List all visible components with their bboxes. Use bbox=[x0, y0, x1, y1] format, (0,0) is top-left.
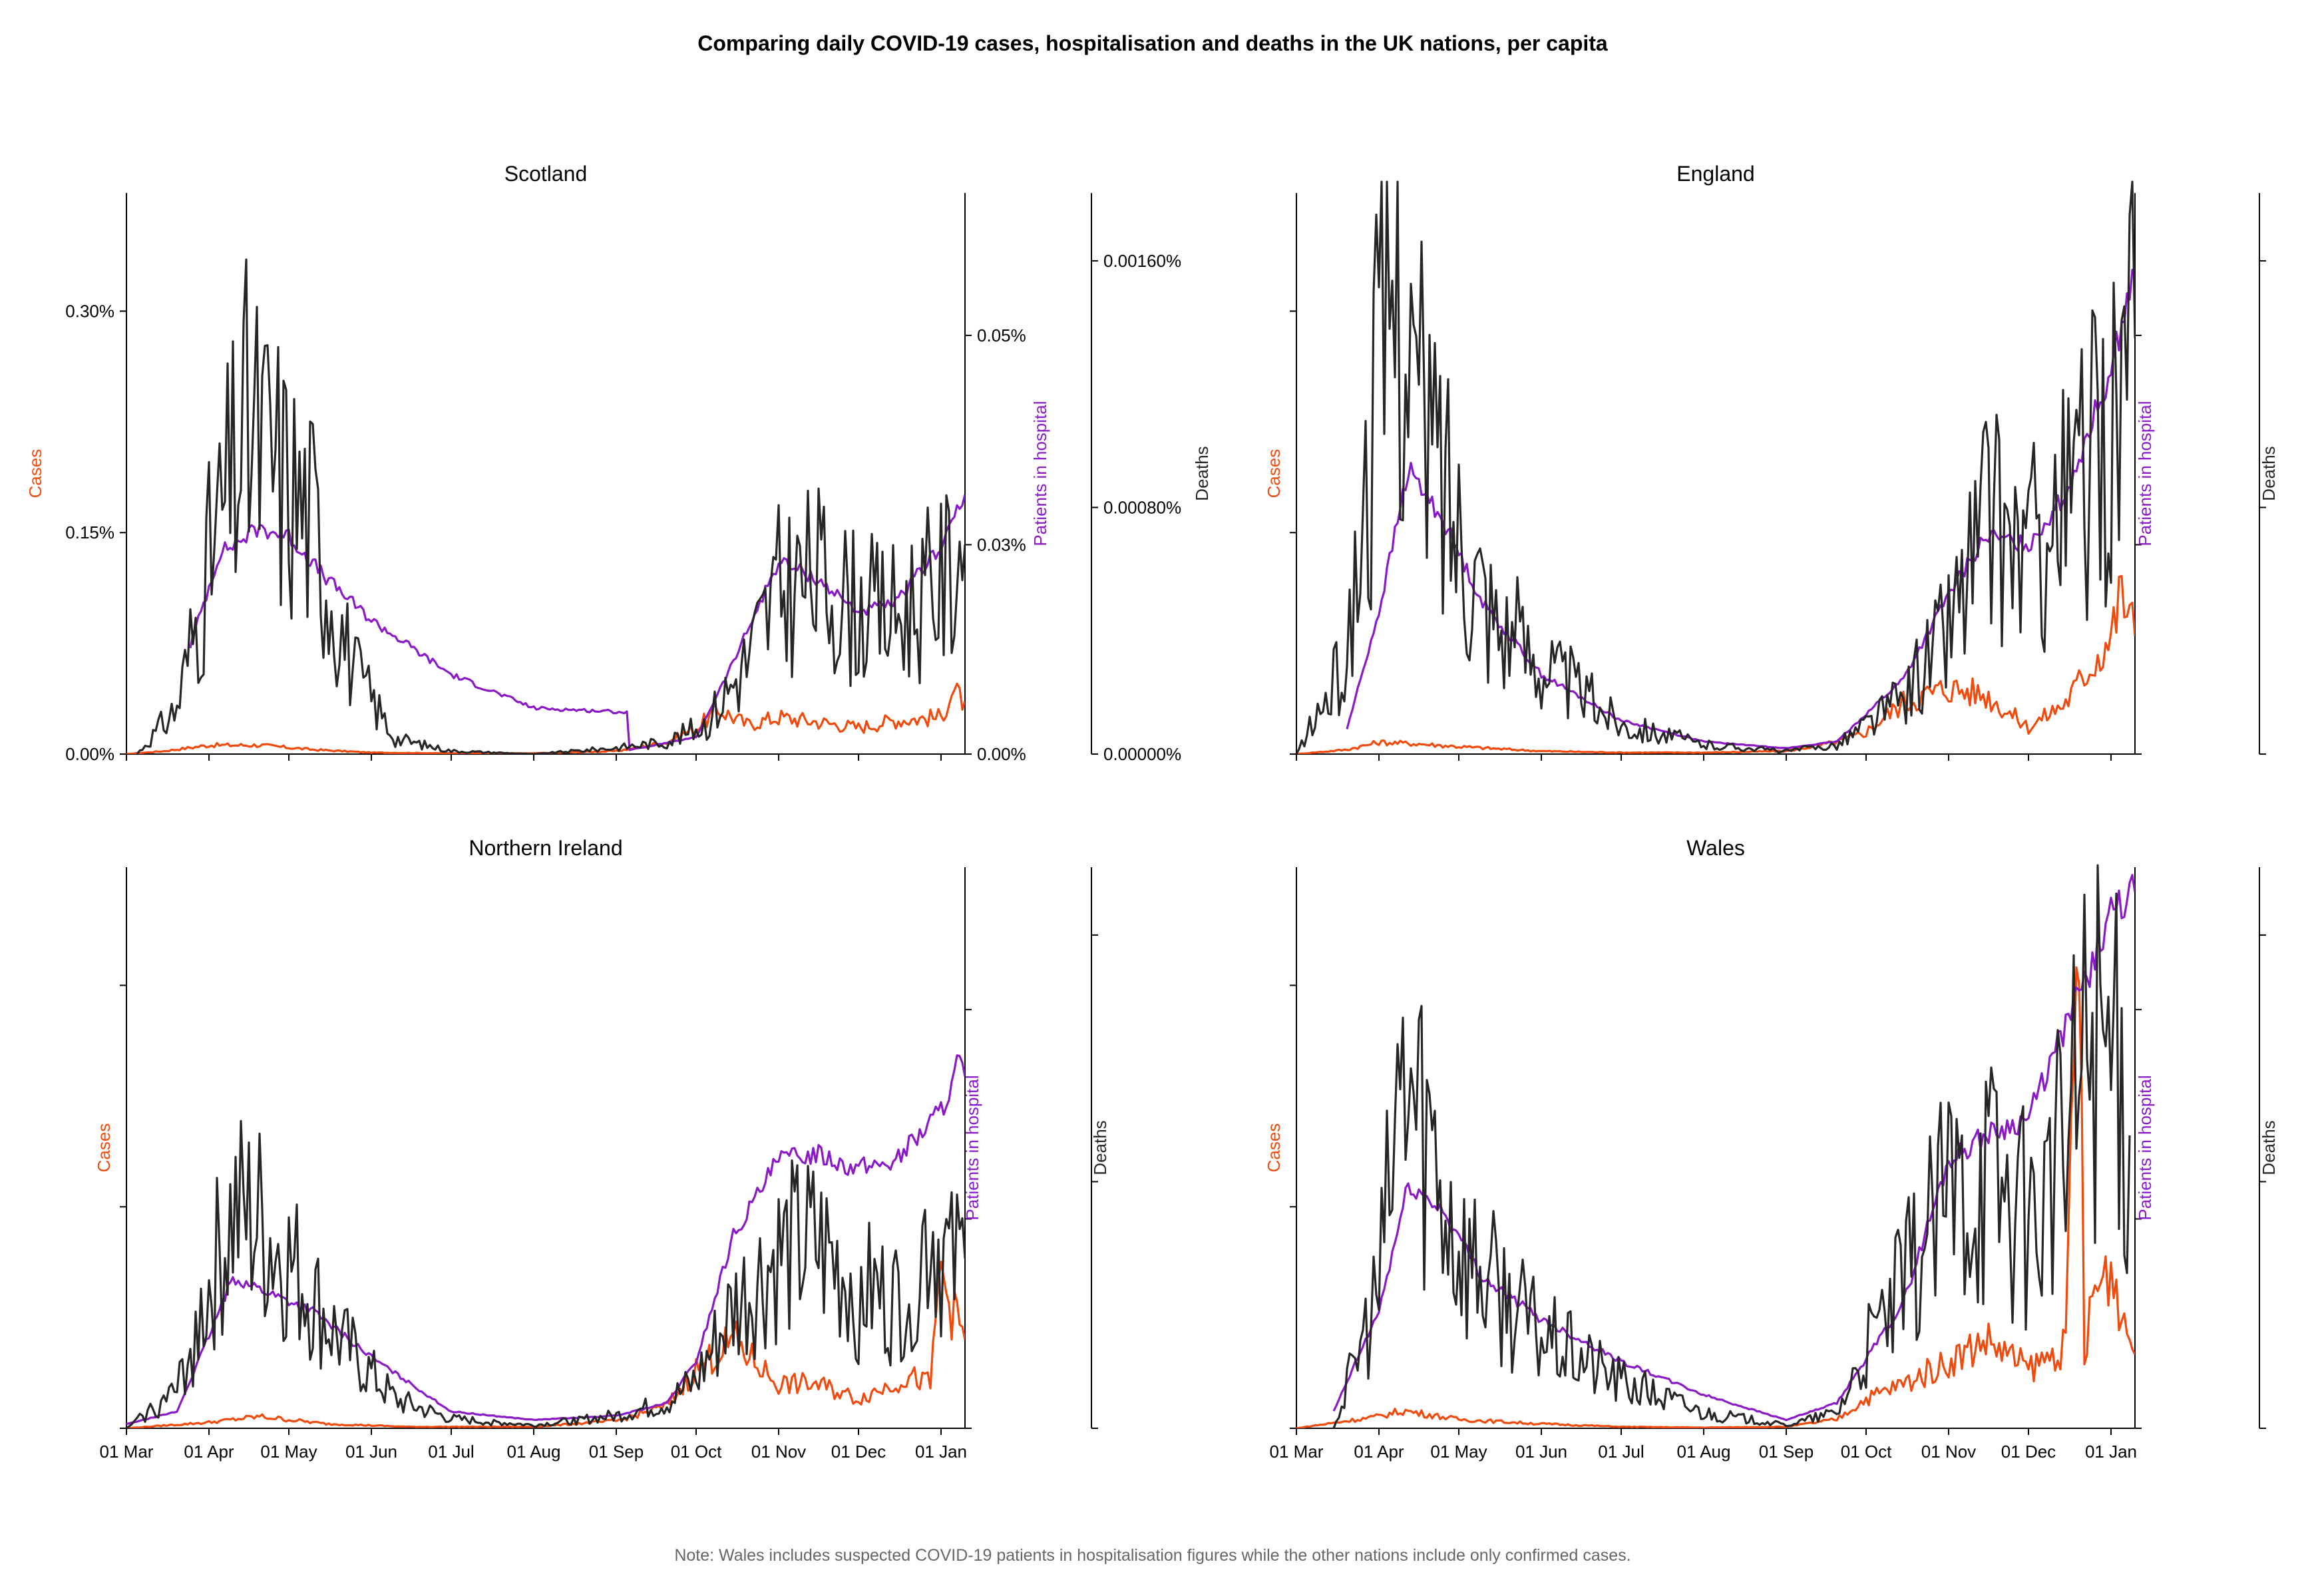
panel-title: Northern Ireland bbox=[469, 836, 622, 860]
figure-title: Comparing daily COVID-19 cases, hospital… bbox=[697, 31, 1608, 55]
left-tick-label: 0.30% bbox=[65, 301, 114, 321]
series-line-cases bbox=[1296, 966, 2135, 1428]
series-line-cases bbox=[126, 682, 965, 754]
cases-axis-label: Cases bbox=[94, 1123, 114, 1173]
deaths-axis-label: Deaths bbox=[1090, 1120, 1110, 1175]
deaths-axis-label: Deaths bbox=[2259, 446, 2279, 500]
x-tick-label: 01 May bbox=[1430, 1442, 1487, 1462]
footnote: Note: Wales includes suspected COVID-19 … bbox=[674, 1546, 1631, 1565]
panels: Scotland 0.00% 0.15% 0.30% 0.00% 0.03% 0.05% 0.… bbox=[25, 162, 2279, 1462]
x-tick-label: 01 May bbox=[260, 1442, 317, 1462]
x-tick-label: 01 Oct bbox=[671, 1442, 722, 1462]
x-tick-label: 01 Nov bbox=[1921, 1442, 1976, 1462]
left-tick-label: 0.15% bbox=[65, 522, 114, 542]
series-line-patients-in-hospital bbox=[126, 1054, 965, 1426]
x-tick-label: 01 Jan bbox=[2085, 1442, 2137, 1462]
right-tick-label: 0.05% bbox=[977, 325, 1026, 345]
deaths-axis-label: Deaths bbox=[2259, 1120, 2279, 1175]
series-line-cases bbox=[1296, 574, 2135, 754]
deaths-axis-label: Deaths bbox=[1192, 446, 1212, 500]
x-tick-label: 01 Jun bbox=[345, 1442, 397, 1462]
series-line-patients-in-hospital bbox=[1332, 874, 2135, 1422]
x-tick-label: 01 Dec bbox=[831, 1442, 886, 1462]
x-tick-label: 01 Apr bbox=[184, 1442, 234, 1462]
x-tick-label: 01 Jan bbox=[915, 1442, 967, 1462]
x-tick-label: 01 Aug bbox=[507, 1442, 561, 1462]
hospital-axis-label: Patients in hospital bbox=[962, 1075, 982, 1220]
far-tick-label: 0.00160% bbox=[1103, 251, 1181, 271]
series-line-deaths bbox=[1296, 180, 2135, 754]
far-tick-label: 0.00080% bbox=[1103, 497, 1181, 517]
panel-england: England Cases Patients in hospital Deaths bbox=[1264, 162, 2279, 761]
series-line-deaths bbox=[126, 1119, 965, 1428]
hospital-axis-label: Patients in hospital bbox=[2135, 401, 2155, 546]
right-tick-label: 0.03% bbox=[977, 534, 1026, 554]
panel-wales: Wales 01 Mar 01 Apr 01 May 01 Jun 01 Jul 01 Au… bbox=[1264, 836, 2279, 1462]
cases-axis-label: Cases bbox=[1264, 449, 1284, 499]
x-tick-label: 01 Jul bbox=[1598, 1442, 1644, 1462]
x-tick-label: 01 Nov bbox=[751, 1442, 806, 1462]
panel-title: Wales bbox=[1686, 836, 1745, 860]
panel-title: Scotland bbox=[504, 162, 588, 186]
x-tick-label: 01 Jul bbox=[428, 1442, 474, 1462]
right-tick-label: 0.00% bbox=[977, 744, 1026, 764]
x-tick-label: 01 Apr bbox=[1354, 1442, 1404, 1462]
panel-northern-ireland: Northern Ireland 01 Mar 01 Apr 01 May 01 Jun… bbox=[94, 836, 1110, 1462]
x-tick-label: 01 Mar bbox=[1270, 1442, 1324, 1462]
x-tick-label: 01 Sep bbox=[589, 1442, 644, 1462]
x-tick-label: 01 Dec bbox=[2001, 1442, 2056, 1462]
series-line-deaths bbox=[1332, 864, 2131, 1428]
left-tick-label: 0.00% bbox=[65, 744, 114, 764]
cases-axis-label: Cases bbox=[1264, 1123, 1284, 1173]
x-tick-label: 01 Mar bbox=[100, 1442, 154, 1462]
x-tick-label: 01 Oct bbox=[1841, 1442, 1892, 1462]
x-tick-label: 01 Aug bbox=[1677, 1442, 1731, 1462]
far-tick-label: 0.00000% bbox=[1103, 744, 1181, 764]
hospital-axis-label: Patients in hospital bbox=[2135, 1075, 2155, 1220]
x-tick-label: 01 Sep bbox=[1759, 1442, 1814, 1462]
panel-title: England bbox=[1676, 162, 1754, 186]
cases-axis-label: Cases bbox=[25, 449, 45, 499]
x-tick-label: 01 Jun bbox=[1515, 1442, 1567, 1462]
panel-scotland: Scotland 0.00% 0.15% 0.30% 0.00% 0.03% 0.05% 0.… bbox=[25, 162, 1212, 764]
hospital-axis-label: Patients in hospital bbox=[1030, 401, 1050, 546]
series-line-deaths bbox=[136, 258, 965, 754]
